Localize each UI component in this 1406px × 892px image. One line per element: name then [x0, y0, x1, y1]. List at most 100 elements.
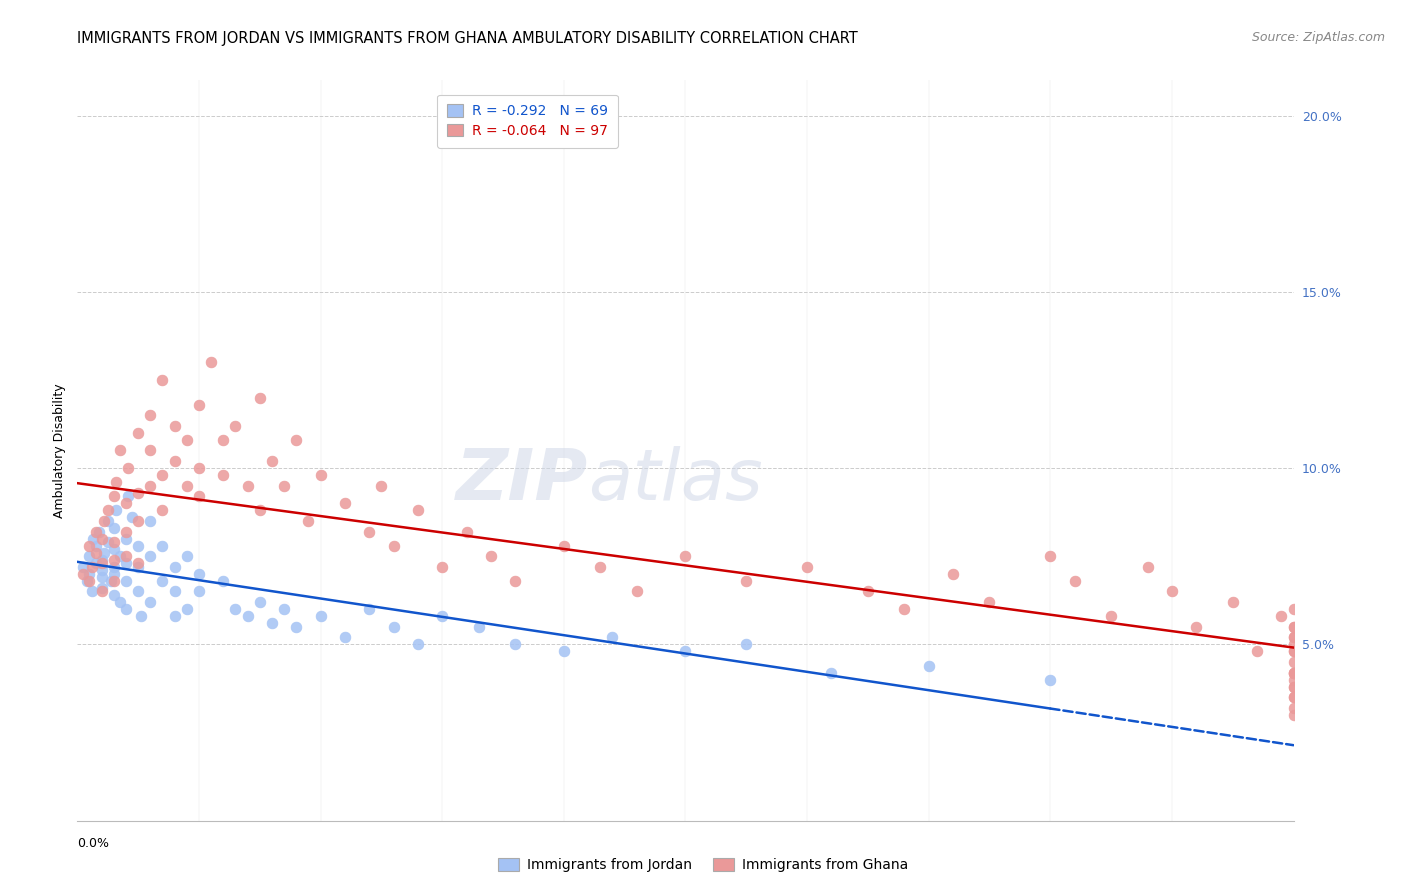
- Point: [188, 584, 211, 599]
- Text: 0.0%: 0.0%: [77, 837, 110, 850]
- Point: [127, 539, 149, 553]
- Point: [1282, 665, 1305, 680]
- Point: [72, 559, 94, 574]
- Point: [1282, 644, 1305, 658]
- Point: [382, 539, 405, 553]
- Point: [163, 454, 186, 468]
- Point: [127, 485, 149, 500]
- Point: [1222, 595, 1244, 609]
- Point: [84, 524, 107, 539]
- Point: [1185, 620, 1208, 634]
- Point: [97, 503, 120, 517]
- Point: [1282, 620, 1305, 634]
- Point: [200, 355, 222, 369]
- Point: [224, 418, 246, 433]
- Text: IMMIGRANTS FROM JORDAN VS IMMIGRANTS FROM GHANA AMBULATORY DISABILITY CORRELATIO: IMMIGRANTS FROM JORDAN VS IMMIGRANTS FRO…: [77, 31, 858, 46]
- Point: [1161, 584, 1184, 599]
- Point: [430, 559, 453, 574]
- Point: [79, 549, 101, 564]
- Point: [309, 609, 332, 624]
- Point: [456, 524, 478, 539]
- Point: [333, 630, 356, 644]
- Point: [90, 584, 112, 599]
- Point: [1282, 690, 1305, 705]
- Text: ZIP: ZIP: [456, 446, 588, 515]
- Point: [90, 532, 112, 546]
- Point: [1246, 644, 1268, 658]
- Point: [152, 503, 174, 517]
- Point: [942, 566, 965, 581]
- Point: [224, 602, 246, 616]
- Point: [79, 574, 101, 588]
- Point: [115, 496, 138, 510]
- Point: [84, 556, 107, 570]
- Point: [1270, 609, 1292, 624]
- Point: [285, 433, 308, 447]
- Point: [260, 454, 283, 468]
- Point: [1282, 673, 1305, 687]
- Point: [893, 602, 915, 616]
- Point: [115, 532, 138, 546]
- Point: [1039, 549, 1062, 564]
- Point: [108, 443, 131, 458]
- Point: [249, 595, 271, 609]
- Point: [176, 433, 198, 447]
- Point: [97, 514, 120, 528]
- Point: [127, 556, 149, 570]
- Point: [82, 532, 104, 546]
- Point: [117, 489, 139, 503]
- Point: [84, 539, 107, 553]
- Point: [675, 549, 697, 564]
- Point: [103, 566, 125, 581]
- Point: [103, 542, 125, 557]
- Point: [796, 559, 818, 574]
- Point: [139, 514, 162, 528]
- Y-axis label: Ambulatory Disability: Ambulatory Disability: [53, 384, 66, 517]
- Point: [359, 524, 381, 539]
- Point: [127, 584, 149, 599]
- Point: [1282, 630, 1305, 644]
- Point: [188, 461, 211, 475]
- Point: [260, 616, 283, 631]
- Point: [333, 496, 356, 510]
- Point: [176, 479, 198, 493]
- Point: [103, 574, 125, 588]
- Legend: Immigrants from Jordan, Immigrants from Ghana: Immigrants from Jordan, Immigrants from …: [492, 853, 914, 878]
- Point: [93, 546, 115, 560]
- Point: [212, 574, 235, 588]
- Point: [309, 468, 332, 483]
- Point: [735, 574, 758, 588]
- Point: [626, 584, 648, 599]
- Point: [90, 563, 112, 577]
- Point: [1039, 673, 1062, 687]
- Point: [90, 556, 112, 570]
- Point: [188, 566, 211, 581]
- Point: [297, 514, 319, 528]
- Point: [359, 602, 381, 616]
- Point: [212, 468, 235, 483]
- Legend: R = -0.292   N = 69, R = -0.064   N = 97: R = -0.292 N = 69, R = -0.064 N = 97: [437, 95, 617, 148]
- Point: [100, 574, 122, 588]
- Point: [1099, 609, 1122, 624]
- Point: [115, 574, 138, 588]
- Point: [503, 637, 526, 651]
- Point: [1282, 665, 1305, 680]
- Point: [176, 602, 198, 616]
- Point: [382, 620, 405, 634]
- Point: [127, 514, 149, 528]
- Point: [84, 546, 107, 560]
- Point: [97, 535, 120, 549]
- Point: [115, 602, 138, 616]
- Point: [1282, 620, 1305, 634]
- Point: [163, 559, 186, 574]
- Point: [1282, 630, 1305, 644]
- Point: [553, 539, 575, 553]
- Point: [236, 479, 259, 493]
- Point: [105, 475, 128, 490]
- Point: [108, 595, 131, 609]
- Point: [139, 408, 162, 422]
- Point: [115, 549, 138, 564]
- Point: [273, 602, 295, 616]
- Point: [467, 620, 489, 634]
- Point: [93, 514, 115, 528]
